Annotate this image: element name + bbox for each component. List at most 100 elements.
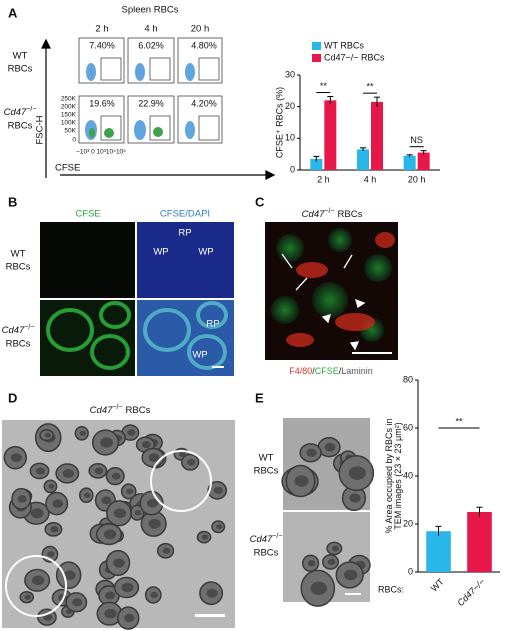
stain-legend: F4/80/CFSE/Laminin [289, 366, 373, 376]
genotype: −/− [324, 208, 334, 215]
nucleus [294, 475, 309, 487]
percentage: 6.02% [138, 40, 164, 50]
legend-label: Cd47−/− RBCs [324, 52, 385, 62]
highlight-circle [150, 450, 212, 512]
bar [371, 101, 383, 170]
axis-tick: 250K [61, 96, 77, 103]
nucleus [216, 524, 223, 530]
row-label: RBCs [254, 466, 279, 477]
y-tick-label: 40 [403, 470, 413, 480]
flow-plot [177, 37, 223, 84]
x-tick-label: 4 h [364, 174, 377, 184]
nucleus [310, 581, 328, 595]
genotype: −/− [24, 324, 34, 331]
region-label: RP [206, 319, 219, 330]
axis-tick: 50K [64, 128, 76, 135]
nucleus [113, 508, 127, 519]
region-label: WP [198, 247, 213, 258]
nucleus [150, 591, 159, 599]
gene: Cd47 [4, 107, 27, 118]
cell-cluster [185, 63, 195, 81]
y-axis-label-line: % Area occupied by RBCs in [384, 418, 394, 533]
gate [149, 57, 171, 81]
scale-bar [212, 366, 224, 368]
y-tick-label: 20 [285, 101, 295, 111]
axis-label: CFSE [55, 163, 80, 174]
nucleus [63, 570, 76, 581]
cell [328, 228, 352, 252]
scale-bar [352, 352, 392, 354]
bar [310, 158, 323, 170]
nucleus [134, 510, 142, 516]
cell-cluster [185, 121, 195, 139]
nucleus [111, 472, 121, 480]
nucleus [100, 437, 113, 448]
x-tick-label: WT [429, 576, 446, 593]
nucleus [127, 429, 136, 436]
row-label: Cd47−/− [2, 324, 35, 336]
nucleus [48, 483, 55, 489]
nucleus [306, 448, 317, 457]
gene: Cd47 [2, 325, 25, 336]
nucleus [44, 432, 51, 438]
nucleus [32, 575, 45, 586]
nucleus [349, 493, 361, 503]
row-label: RBCs [8, 121, 33, 132]
axis-tick: 100K [61, 120, 77, 127]
x-tick-label: Cd47−/− [455, 577, 486, 608]
nucleus [141, 441, 151, 449]
nucleus [331, 545, 339, 552]
nucleus [101, 496, 112, 505]
gate [198, 57, 220, 81]
nucleus [213, 486, 223, 495]
bar [357, 149, 369, 170]
y-axis-label-line: TEM images (23 × 23 μm²) [393, 422, 403, 529]
cell: RBCs [126, 405, 151, 416]
y-tick-label: 30 [285, 69, 295, 79]
column-header: CFSE/DAPI [160, 209, 210, 220]
cell [276, 234, 304, 262]
follicle [196, 301, 228, 329]
gene: Cd47 [90, 405, 113, 416]
nucleus [201, 534, 209, 540]
gate [100, 57, 122, 81]
arrow-head [265, 170, 276, 180]
annotation: NS [410, 135, 423, 145]
cell-cluster [153, 127, 163, 137]
percentage: 7.40% [89, 40, 115, 50]
panel-label: B [8, 194, 17, 209]
nucleus [148, 518, 161, 529]
bar [426, 531, 451, 572]
row-label: WT [13, 51, 28, 62]
genotype: −/− [26, 106, 36, 113]
annotation: ** [320, 81, 328, 91]
y-axis-label: % Area occupied by RBCs inTEM images (23… [384, 418, 403, 533]
row-label: Cd47−/− [250, 533, 283, 545]
nucleus [348, 466, 366, 480]
region-label: WP [153, 247, 168, 258]
separator: / [339, 366, 342, 376]
scale-bar [195, 614, 225, 617]
nucleus [79, 430, 86, 436]
y-tick-label: 20 [403, 518, 413, 528]
bar [403, 155, 416, 170]
genotype: −/− [112, 404, 122, 411]
macrophage [296, 262, 328, 278]
nucleus [186, 458, 196, 466]
nucleus [47, 551, 55, 558]
cell-cluster [86, 63, 96, 81]
percentage: 4.80% [191, 40, 217, 50]
nucleus [50, 526, 59, 533]
cell-cluster [134, 120, 146, 140]
nucleus [104, 591, 116, 600]
panel-label: A [8, 5, 18, 20]
y-tick-label: 0 [408, 566, 413, 576]
cell [271, 296, 299, 324]
flow-plot [177, 95, 223, 144]
nucleus [162, 547, 171, 554]
row-label: WT [11, 249, 26, 260]
arrow [343, 254, 353, 269]
follicle [143, 308, 191, 352]
panel-label: C [255, 194, 265, 209]
